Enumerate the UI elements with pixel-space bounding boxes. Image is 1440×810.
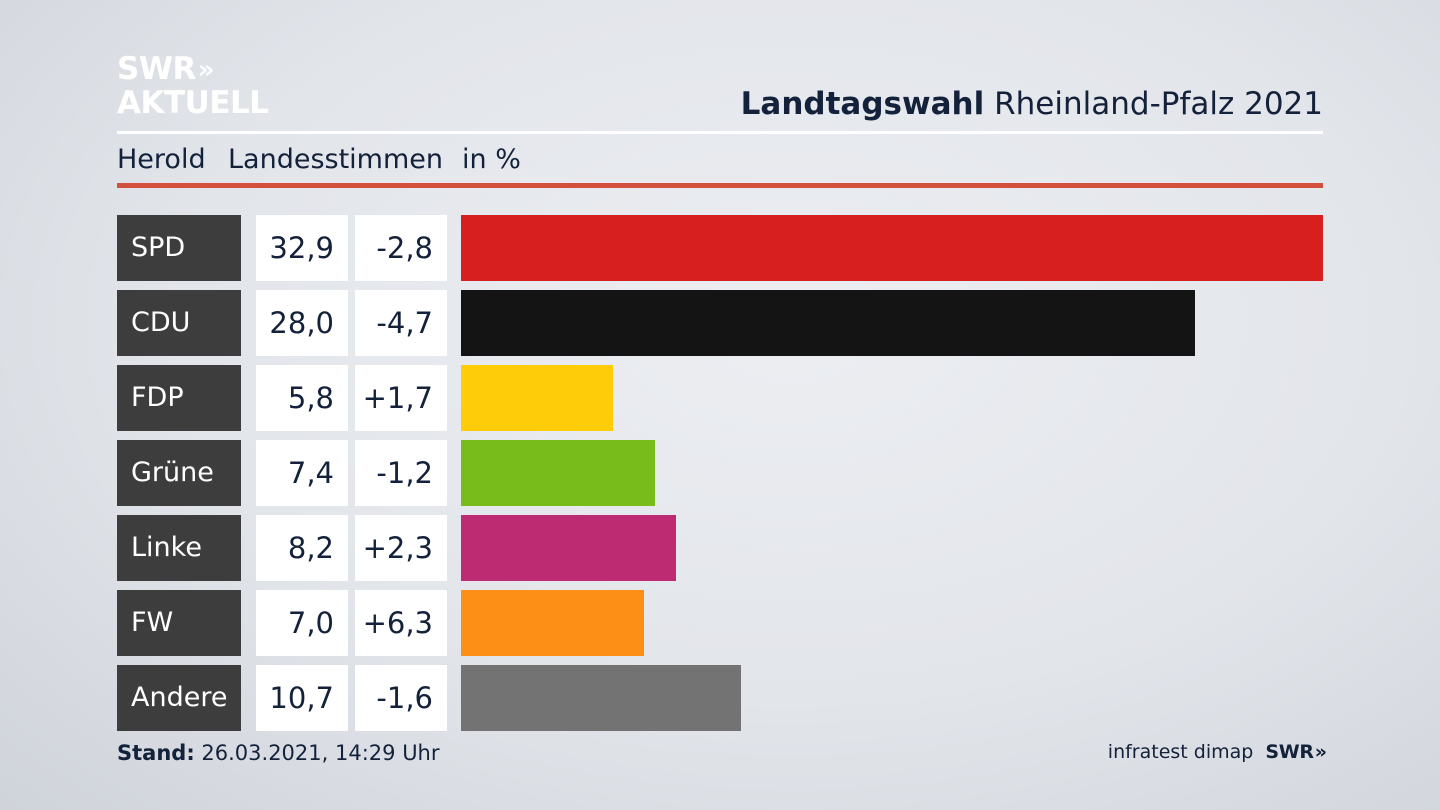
- party-label: Linke: [117, 515, 241, 581]
- header-divider: [117, 131, 1323, 134]
- swr-brand-logo: SWR»: [1265, 741, 1327, 763]
- bar-spd: [461, 215, 1323, 281]
- change-label: +6,3: [355, 590, 447, 656]
- source-credit: infratest dimap SWR»: [1107, 741, 1327, 763]
- vote-share-label: 7,4: [256, 440, 348, 506]
- vote-share-label: 7,0: [256, 590, 348, 656]
- party-label: Andere: [117, 665, 241, 731]
- change-label: -2,8: [355, 215, 447, 281]
- bar-andere: [461, 665, 741, 731]
- change-label: +2,3: [355, 515, 447, 581]
- bar-fw: [461, 590, 644, 656]
- chart-title: Landtagswahl Rheinland-Pfalz 2021: [741, 86, 1323, 122]
- chart-title-bold: Landtagswahl: [740, 86, 985, 122]
- swr-aktuell-logo: SWR » AKTUELL: [117, 54, 269, 119]
- change-label: +1,7: [355, 365, 447, 431]
- vote-share-label: 28,0: [256, 290, 348, 356]
- party-label: Grüne: [117, 440, 241, 506]
- vote-share-label: 32,9: [256, 215, 348, 281]
- vote-share-label: 10,7: [256, 665, 348, 731]
- party-label: CDU: [117, 290, 241, 356]
- bar-linke: [461, 515, 676, 581]
- logo-line-2: AKTUELL: [117, 85, 269, 121]
- logo-chevrons: »: [197, 54, 215, 85]
- timestamp: Stand: 26.03.2021, 14:29 Uhr: [117, 741, 440, 765]
- timestamp-value: 26.03.2021, 14:29 Uhr: [201, 741, 440, 765]
- party-label: FDP: [117, 365, 241, 431]
- swr-brand-text: SWR: [1265, 741, 1314, 763]
- logo-line-1: SWR: [117, 51, 196, 87]
- bar-cdu: [461, 290, 1195, 356]
- bar-gr-ne: [461, 440, 655, 506]
- timestamp-label: Stand:: [117, 741, 195, 765]
- vote-share-label: 8,2: [256, 515, 348, 581]
- change-label: -1,6: [355, 665, 447, 731]
- change-label: -4,7: [355, 290, 447, 356]
- change-label: -1,2: [355, 440, 447, 506]
- source-name: infratest dimap: [1107, 741, 1254, 763]
- swr-brand-chevrons: »: [1314, 741, 1327, 763]
- chart-title-regular: Rheinland-Pfalz 2021: [994, 86, 1323, 122]
- party-label: SPD: [117, 215, 241, 281]
- unit-label: in %: [462, 144, 521, 175]
- vote-type-label: Landesstimmen: [228, 144, 443, 175]
- region-label: Herold: [117, 144, 206, 175]
- vote-share-label: 5,8: [256, 365, 348, 431]
- subheader-divider: [117, 183, 1323, 188]
- party-label: FW: [117, 590, 241, 656]
- bar-fdp: [461, 365, 613, 431]
